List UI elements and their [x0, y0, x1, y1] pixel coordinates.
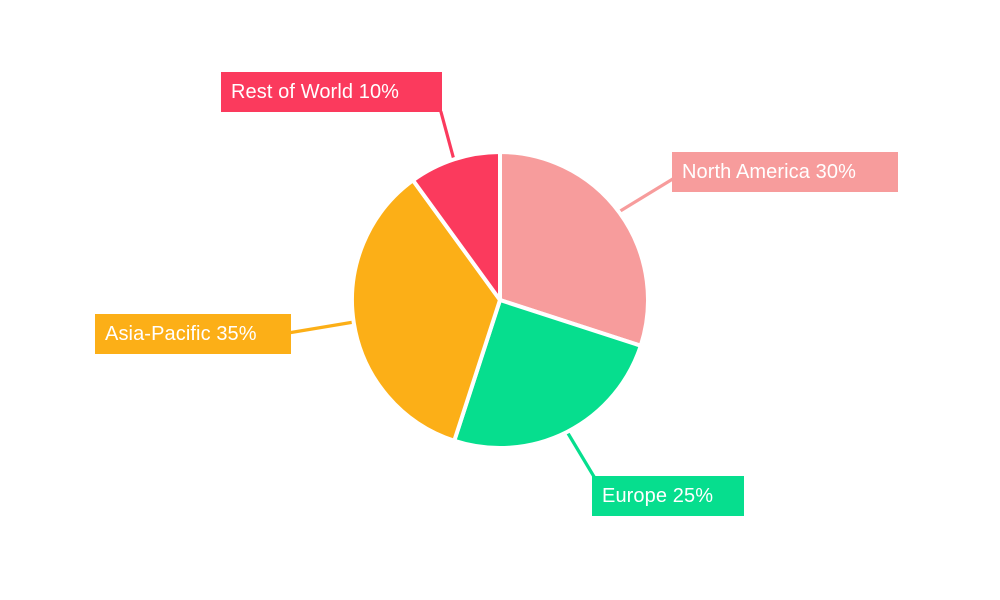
leader-line-rest-of-world — [439, 110, 456, 162]
pie-label-asia-pacific-text: Asia-Pacific 35% — [105, 323, 257, 345]
pie-label-rest-of-world-text: Rest of World 10% — [231, 81, 400, 103]
pie-label-europe-text: Europe 25% — [602, 485, 714, 507]
pie-label-asia-pacific[interactable]: Asia-Pacific 35% — [95, 314, 291, 354]
pie-label-north-america-text: North America 30% — [682, 161, 856, 183]
pie-slice-north-america — [498, 150, 650, 348]
pie-label-north-america[interactable]: North America 30% — [672, 152, 898, 192]
pie-label-rest-of-world[interactable]: Rest of World 10% — [221, 72, 442, 112]
pie-slice-asia-pacific — [350, 178, 502, 443]
leader-line-north-america — [615, 175, 678, 215]
leader-line-europe — [564, 428, 598, 482]
pie-slice-rest-of-world — [411, 150, 502, 302]
pie-label-europe[interactable]: Europe 25% — [592, 476, 744, 516]
pie-slice-europe — [452, 298, 643, 450]
leader-line-asia-pacific — [286, 320, 356, 335]
